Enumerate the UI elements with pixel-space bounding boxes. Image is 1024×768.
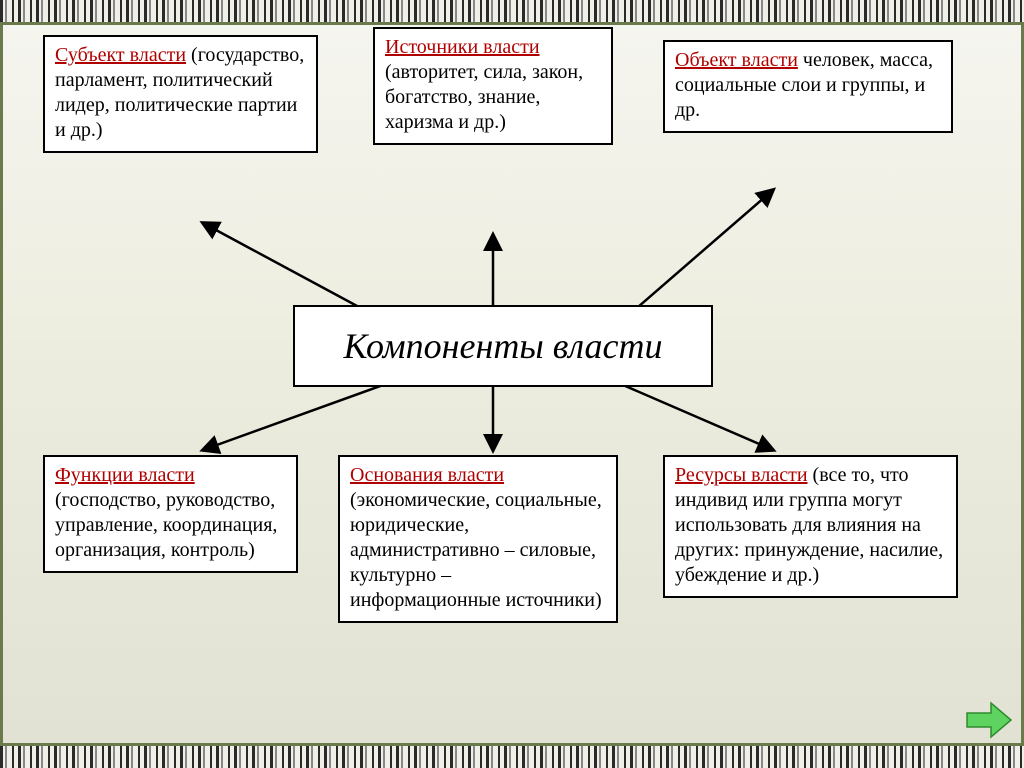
- node-sources-body: (авторитет, сила, закон, богатство, знан…: [385, 61, 583, 133]
- node-functions-body: (господство, руководство, управление, ко…: [55, 489, 277, 561]
- node-resources: Ресурсы власти (все то, что индивид или …: [663, 455, 958, 598]
- arrow-right-icon: [965, 701, 1013, 739]
- node-grounds: Основания власти (экономические, социаль…: [338, 455, 618, 623]
- next-slide-button[interactable]: [965, 701, 1013, 739]
- node-subject: Субъект власти (государство, парламент, …: [43, 35, 318, 153]
- decorative-border-top: [0, 0, 1024, 22]
- node-grounds-body: (экономические, социальные, юридические,…: [350, 489, 602, 611]
- node-resources-title: Ресурсы власти: [675, 464, 808, 486]
- node-grounds-title: Основания власти: [350, 464, 504, 486]
- center-label: Компоненты власти: [344, 326, 663, 366]
- node-subject-title: Субъект власти: [55, 44, 186, 66]
- node-object-title: Объект власти: [675, 49, 798, 71]
- node-sources-title: Источники власти: [385, 36, 540, 58]
- node-sources: Источники власти (авторитет, сила, закон…: [373, 27, 613, 145]
- center-node: Компоненты власти: [293, 305, 713, 387]
- decorative-border-bottom: [0, 746, 1024, 768]
- node-functions-title: Функции власти: [55, 464, 195, 486]
- diagram-canvas: Компоненты власти Субъект власти (госуда…: [3, 25, 1021, 743]
- node-functions: Функции власти (господство, руководство,…: [43, 455, 298, 573]
- node-object: Объект власти человек, масса, социальные…: [663, 40, 953, 133]
